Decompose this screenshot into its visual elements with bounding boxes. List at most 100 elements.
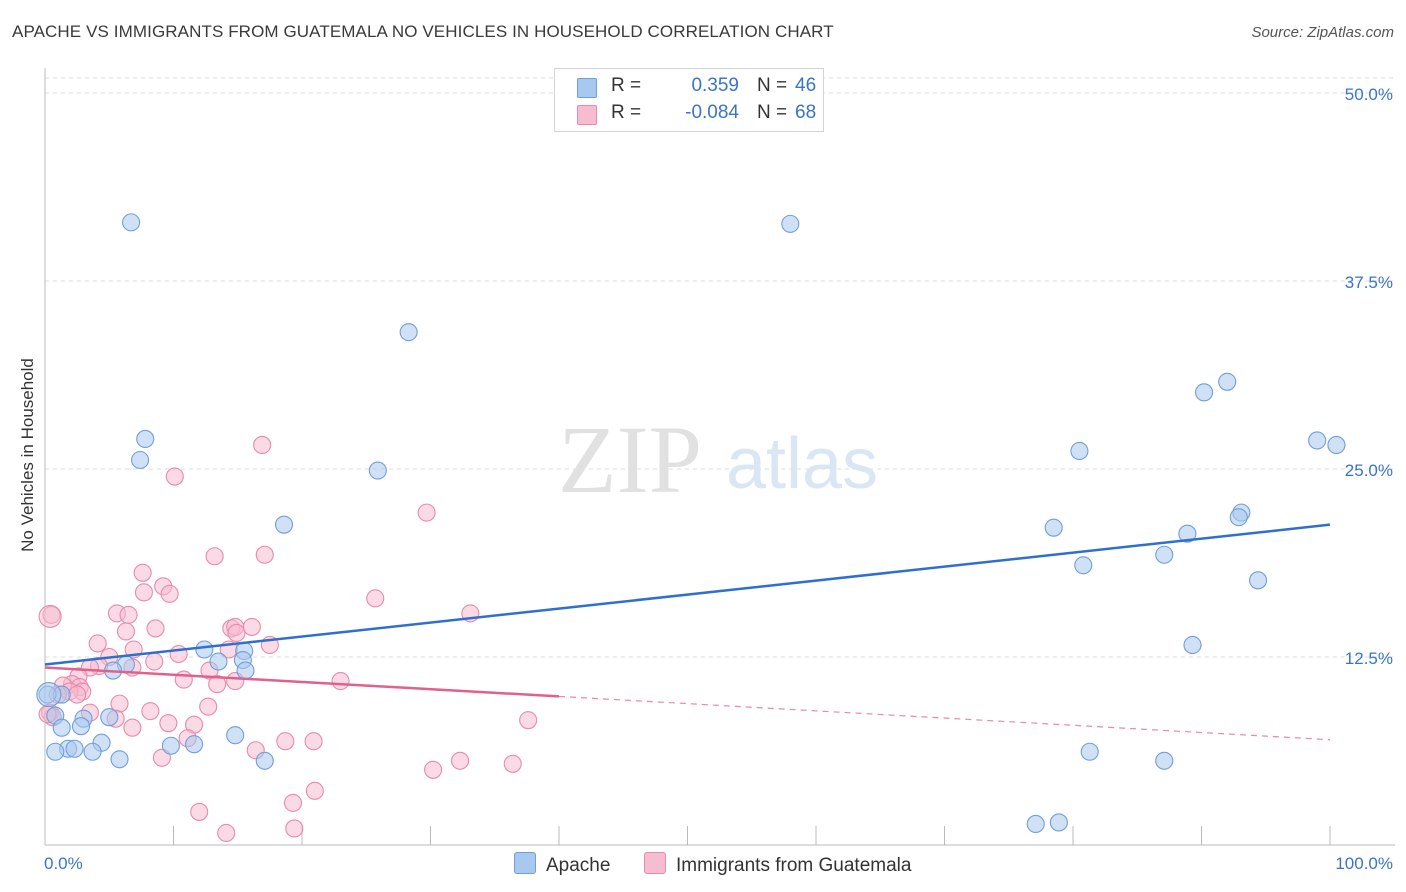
guatemala-point — [68, 685, 87, 704]
apache-point — [1195, 383, 1214, 402]
axes — [44, 68, 1395, 846]
guatemala-point — [276, 732, 295, 751]
apache-point — [236, 661, 255, 680]
guatemala-point — [123, 718, 142, 737]
apache-point — [1080, 742, 1099, 761]
apache-point — [161, 736, 180, 755]
apache-point — [274, 515, 294, 534]
bottom-legend-guatemala: Immigrants from Guatemala — [644, 852, 911, 877]
apache-point — [122, 213, 141, 232]
apache-point — [83, 742, 102, 761]
apache-point — [1044, 518, 1063, 537]
apache-point — [195, 640, 214, 659]
y-tick-label: 50.0% — [1345, 85, 1393, 104]
guatemala-trend-line-extrapolated — [558, 695, 1331, 741]
guatemala-point — [199, 697, 218, 716]
guatemala-point — [417, 503, 436, 522]
apache-point — [185, 735, 204, 754]
guatemala-point — [285, 819, 304, 838]
apache-point — [1183, 635, 1202, 655]
guatemala-point — [190, 802, 209, 821]
apache-point — [100, 708, 119, 727]
guatemala-point — [145, 652, 164, 671]
apache-points — [36, 213, 1346, 833]
guatemala-point — [255, 545, 274, 564]
zipatlas-watermark: ZIP atlas — [558, 406, 878, 513]
watermark-zip: ZIP — [558, 406, 702, 513]
x-tick-labels: 0.0% 100.0% — [44, 854, 1393, 873]
apache-legend-label: Apache — [546, 855, 611, 876]
guatemala-point — [169, 644, 188, 664]
apache-point — [1248, 571, 1268, 590]
apache-point — [1155, 751, 1174, 770]
guatemala-point — [152, 748, 171, 767]
bottom-legend-apache: Apache — [514, 852, 610, 877]
guatemala-point — [133, 563, 152, 582]
apache-point — [1178, 524, 1197, 543]
guatemala-point — [424, 760, 443, 779]
guatemala-point — [227, 623, 246, 642]
guatemala-point — [253, 435, 272, 455]
apache-point — [1049, 813, 1068, 832]
guatemala-n-value: 68 — [795, 102, 817, 123]
apache-point — [1327, 435, 1346, 455]
apache-point — [131, 450, 150, 470]
guatemala-points — [38, 435, 538, 843]
gridlines — [45, 77, 1395, 658]
guatemala-point — [304, 732, 323, 751]
guatemala-point — [451, 751, 470, 770]
guatemala-point — [165, 467, 184, 486]
x-tick-label: 100.0% — [1335, 854, 1393, 873]
legend-n-label: N = — [757, 102, 788, 123]
apache-point — [1070, 441, 1089, 461]
legend-r-label: R = — [611, 75, 642, 96]
apache-point — [1308, 431, 1327, 450]
apache-point — [226, 726, 245, 745]
y-tick-labels: 12.5% 25.0% 37.5% 50.0% — [1345, 85, 1393, 668]
legend-n-label: N = — [757, 75, 788, 96]
guatemala-point — [331, 672, 350, 691]
guatemala-point — [38, 604, 62, 628]
guatemala-point — [242, 617, 261, 636]
apache-point — [1155, 545, 1174, 564]
y-tick-label: 37.5% — [1345, 273, 1393, 292]
apache-point — [110, 750, 129, 769]
guatemala-point — [205, 547, 224, 566]
guatemala-point — [217, 823, 236, 843]
guatemala-point — [174, 670, 193, 689]
apache-point — [1229, 508, 1248, 527]
apache-point — [399, 323, 418, 342]
y-tick-label: 25.0% — [1345, 461, 1393, 480]
guatemala-point — [366, 589, 385, 608]
apache-point — [209, 652, 228, 671]
apache-trend-line — [44, 523, 1331, 666]
source-credit: Source: ZipAtlas.com — [1251, 24, 1394, 41]
apache-point — [255, 751, 274, 770]
legend-r-label: R = — [611, 102, 642, 123]
apache-point — [1026, 814, 1045, 833]
guatemala-trend-line — [44, 666, 560, 698]
guatemala-legend-swatch — [644, 852, 666, 874]
guatemala-point — [305, 781, 324, 800]
guatemala-point — [208, 675, 227, 694]
x-tick-label: 0.0% — [44, 854, 83, 873]
apache-legend-swatch — [514, 852, 536, 874]
guatemala-point — [116, 622, 136, 641]
guatemala-point — [141, 702, 160, 721]
apache-point — [71, 717, 91, 736]
apache-point — [65, 739, 84, 758]
guatemala-point — [119, 605, 138, 624]
apache-swatch — [577, 78, 597, 98]
apache-point — [52, 718, 71, 737]
guatemala-r-value: -0.084 — [685, 102, 739, 123]
correlation-legend: R = 0.359 N = 46 R = -0.084 N = 68 — [554, 68, 824, 132]
y-axis-label: No Vehicles in Household — [18, 358, 37, 552]
guatemala-point — [160, 584, 179, 603]
apache-n-value: 46 — [795, 75, 817, 96]
apache-point — [46, 742, 65, 761]
guatemala-point — [519, 711, 538, 730]
chart-title: APACHE VS IMMIGRANTS FROM GUATEMALA NO V… — [12, 22, 834, 41]
guatemala-swatch — [577, 105, 597, 125]
apache-point — [136, 429, 155, 448]
